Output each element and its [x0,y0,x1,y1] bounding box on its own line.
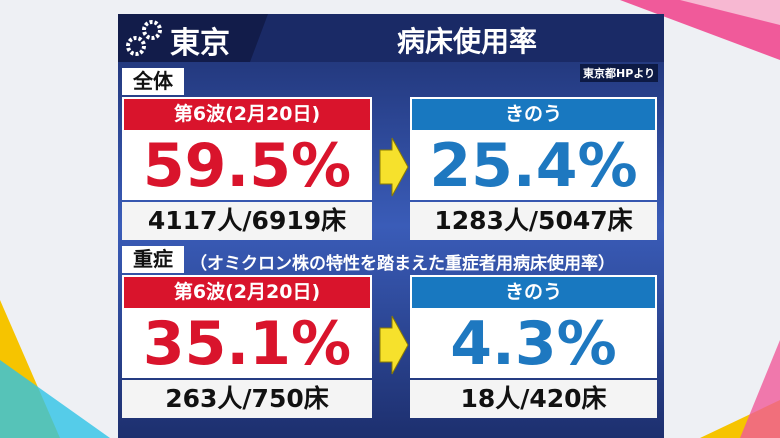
source: 東京都HPより [580,64,659,82]
gear-icons [126,20,162,56]
card-detail: 18人/420床 [410,380,657,418]
card-heading: きのう [410,97,657,132]
card-heading: 第6波(2月20日) [122,275,372,310]
section-label: 重症 [122,246,184,273]
card-detail: 4117人/6919床 [122,202,372,240]
card-value: 4.3% [410,310,657,378]
card-detail: 1283人/5047床 [410,202,657,240]
card-value: 59.5% [122,132,372,200]
card-value: 35.1% [122,310,372,378]
region: 東京 [170,26,230,61]
section-label: 全体 [122,68,184,95]
title: 病床使用率 [396,25,537,58]
section-note: （オミクロン株の特性を踏まえた重症者用病床使用率） [190,254,615,274]
card-heading: 第6波(2月20日) [122,97,372,132]
card-detail: 263人/750床 [122,380,372,418]
card-heading: きのう [410,275,657,310]
card-value: 25.4% [410,132,657,200]
region-bg [118,14,268,62]
